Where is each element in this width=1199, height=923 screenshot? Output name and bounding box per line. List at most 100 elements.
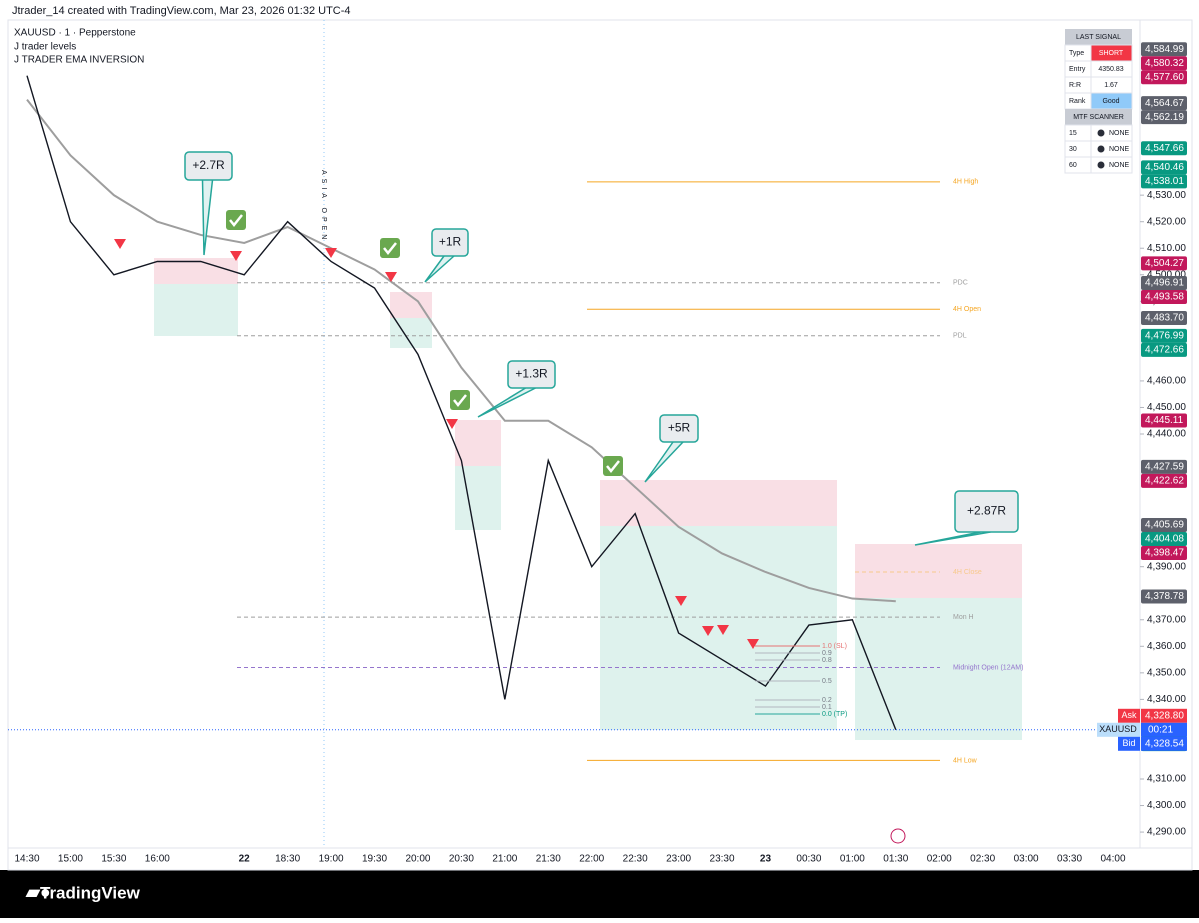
- ask-bg: [1141, 708, 1187, 723]
- y-tick-label: 4,510.00: [1147, 243, 1186, 254]
- check-mark: [383, 242, 397, 256]
- stop-zone: [600, 480, 837, 526]
- trade-result: +1R: [439, 235, 462, 249]
- table-header: MTF SCANNER: [1073, 114, 1124, 121]
- symbol-tag: XAUUSD: [1099, 724, 1137, 734]
- price-label: 4,504.27: [1145, 258, 1184, 269]
- x-tick-label: 15:30: [101, 854, 126, 865]
- table-key: 60: [1069, 162, 1077, 169]
- table-header-bg: [1065, 109, 1132, 125]
- price-label-bg: [1141, 413, 1187, 428]
- price-label-bg: [1141, 174, 1187, 189]
- sell-marker: [717, 625, 729, 635]
- ask-tag: Ask: [1121, 710, 1137, 720]
- attribution: Jtrader_14 created with TradingView.com,…: [12, 5, 351, 17]
- price-label: 4,483.70: [1145, 313, 1184, 324]
- stop-zone: [455, 420, 501, 466]
- sell-marker: [114, 239, 126, 249]
- price-label-bg: [1141, 518, 1187, 533]
- target-zone: [154, 284, 238, 336]
- level-label: 4H Open: [953, 306, 981, 313]
- y-tick-label: 4,340.00: [1147, 694, 1186, 705]
- y-tick-label: 4,310.00: [1147, 774, 1186, 785]
- price-label: 4,584.99: [1145, 44, 1184, 55]
- x-tick-label: 22:30: [623, 854, 648, 865]
- table-header: LAST SIGNAL: [1076, 34, 1121, 41]
- price-label: 4,422.62: [1145, 476, 1184, 487]
- fib-label: 0.0 (TP): [822, 711, 847, 718]
- status-dot: [1097, 129, 1105, 137]
- x-tick-label: 15:00: [58, 854, 83, 865]
- price-label-bg: [1141, 473, 1187, 488]
- x-tick-label: 21:30: [536, 854, 561, 865]
- sell-marker: [702, 626, 714, 636]
- price-label: 4,472.66: [1145, 344, 1184, 355]
- price-label: 4,580.32: [1145, 58, 1184, 69]
- bid-tag: Bid: [1122, 738, 1135, 748]
- table-key: 15: [1069, 130, 1077, 137]
- price-label-bg: [1141, 546, 1187, 561]
- callout-pointer: [477, 387, 536, 418]
- level-label: Midnight Open (12AM): [953, 664, 1023, 671]
- price-label-bg: [1141, 141, 1187, 156]
- stop-zone: [855, 544, 1022, 598]
- bid-price: 4,328.54: [1145, 738, 1184, 749]
- ask-tag-bg: [1118, 708, 1140, 723]
- level-label: Mon H: [953, 614, 974, 621]
- table-value: SHORT: [1099, 50, 1124, 57]
- session-label: ASIA OPEN: [320, 170, 327, 243]
- x-tick-label: 03:30: [1057, 854, 1082, 865]
- price-label: 4,496.91: [1145, 278, 1184, 289]
- target-zone: [855, 598, 1022, 740]
- price-label: 4,577.60: [1145, 72, 1184, 83]
- x-tick-label: 19:30: [362, 854, 387, 865]
- price-label: 4,540.46: [1145, 162, 1184, 173]
- level-label: 4H Close: [953, 569, 982, 576]
- price-label: 4,427.59: [1145, 462, 1184, 473]
- fib-label: 1.0 (SL): [822, 643, 847, 650]
- check-icon: [603, 456, 623, 476]
- sell-marker: [230, 251, 242, 261]
- frame: [7, 19, 1193, 871]
- moving-average: [26, 99, 896, 603]
- stop-zone: [154, 258, 238, 284]
- callout-pointer: [914, 531, 991, 546]
- x-tick-label: 01:00: [840, 854, 865, 865]
- level-label: 4H Low: [953, 757, 978, 764]
- y-tick-label: 4,500.00: [1147, 269, 1186, 280]
- countdown-bg: [1141, 722, 1187, 737]
- trade-result: +2.87R: [967, 504, 1006, 518]
- price-label: 4,378.78: [1145, 591, 1184, 602]
- fib-label: 0.1: [822, 704, 832, 711]
- check-icon: [380, 238, 400, 258]
- level-label: PDL: [953, 333, 967, 340]
- table-key: 30: [1069, 146, 1077, 153]
- price-label: 4,398.47: [1145, 548, 1184, 559]
- y-tick-label: 4,350.00: [1147, 667, 1186, 678]
- price-label-bg: [1141, 56, 1187, 71]
- x-tick-label: 14:30: [14, 854, 39, 865]
- callout-pointer: [644, 441, 684, 483]
- check-mark: [606, 460, 620, 474]
- x-tick-label: 20:00: [405, 854, 430, 865]
- y-tick-label: 4,360.00: [1147, 641, 1186, 652]
- indicator-legend: J trader levels: [14, 42, 76, 53]
- fib-label: 0.9: [822, 650, 832, 657]
- x-tick-label: 20:30: [449, 854, 474, 865]
- x-tick-label: 16:00: [145, 854, 170, 865]
- table-cell: [1090, 156, 1133, 174]
- table-header-bg: [1065, 29, 1132, 45]
- bid-bg: [1141, 736, 1187, 751]
- y-tick-label: 4,440.00: [1147, 429, 1186, 440]
- trade-result: +1.3R: [515, 367, 548, 381]
- x-tick-label: 03:00: [1014, 854, 1039, 865]
- bid-tag-bg: [1118, 736, 1140, 751]
- callout-box: [507, 360, 556, 389]
- table-key: Type: [1069, 50, 1084, 57]
- fib-label: 0.2: [822, 697, 832, 704]
- level-label: 4H High: [953, 179, 978, 186]
- x-tick-label: 23:00: [666, 854, 691, 865]
- callout-box: [659, 414, 699, 443]
